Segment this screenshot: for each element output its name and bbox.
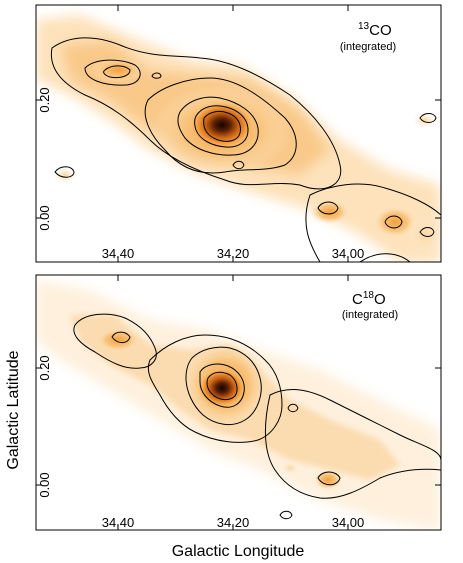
panel-c18o: 34.40 34.20 34.00 0.00 0.20 C18O (integr…	[35, 274, 442, 531]
contour-lower-right	[305, 183, 441, 262]
panel-13co-xtick-1: 34.20	[217, 246, 250, 261]
panel-13co-ticks	[36, 5, 441, 262]
panel-13co-title-isotope: 13	[358, 21, 370, 32]
emission-clump-core-2	[198, 368, 246, 408]
panel-c18o-xtick-0: 34.40	[102, 515, 135, 530]
panel-13co-xtick-2: 34.00	[332, 246, 365, 261]
panel-13co-subtitle: (integrated)	[340, 41, 396, 53]
panel-13co: 34.40 34.20 34.00 0.00 0.20 13CO (integr…	[35, 4, 442, 263]
panel-c18o-subtitle: (integrated)	[342, 309, 398, 321]
panel-13co-ytick-1: 0.20	[37, 87, 52, 112]
emission-clump-left	[92, 58, 144, 82]
emission-speck-3	[280, 461, 300, 475]
contour-small-d	[317, 201, 339, 215]
emission-clump-right1	[310, 200, 350, 224]
panel-c18o-title-suffix: O	[374, 291, 386, 308]
contour-core-3	[177, 96, 259, 156]
contour-small-c	[419, 113, 437, 123]
panel-c18o-ytick-1: 0.20	[37, 355, 52, 380]
contour-small-g	[232, 160, 245, 170]
contour-small-a	[54, 166, 75, 178]
panel-c18o-title-prefix: C	[352, 291, 363, 308]
emission-clump-right3	[405, 215, 441, 255]
contour2-main-4	[206, 371, 238, 401]
emission-speck-2	[413, 112, 437, 128]
panel-c18o-frame	[35, 274, 442, 531]
contours-c18o	[73, 313, 441, 520]
panel-c18o-title: C18O	[352, 290, 386, 308]
contour-small-b	[151, 72, 162, 79]
panel-c18o-image	[36, 280, 441, 530]
contour-core-5	[203, 110, 241, 142]
panel-13co-image	[36, 15, 441, 262]
contour2-small-a	[287, 403, 299, 413]
emission-speck-1	[53, 167, 77, 183]
contour2-small-b	[279, 510, 293, 520]
contour2-left-outer	[73, 313, 157, 369]
panel-c18o-ytick-0: 0.00	[37, 472, 52, 497]
contour-core-4	[194, 105, 249, 148]
contour-small-f	[419, 227, 435, 237]
contour-left-clump-outer	[84, 59, 141, 86]
contour-core-2	[144, 77, 297, 174]
panel-13co-title: 13CO	[358, 21, 392, 39]
panel-c18o-title-isotope: 18	[363, 290, 375, 301]
contour2-left-inner	[111, 331, 131, 344]
emission-clump-right-2	[314, 470, 342, 490]
contours-13co	[50, 37, 441, 262]
panel-c18o-xtick-2: 34.00	[332, 515, 365, 530]
contour-left-clump-inner	[103, 65, 131, 79]
panel-c18o-ticks	[36, 275, 441, 530]
contour-outer	[50, 37, 342, 190]
contour2-main-2	[185, 346, 262, 426]
contour2-main-outer	[147, 334, 283, 443]
panel-13co-xtick-0: 34.40	[102, 246, 135, 261]
y-axis-title: Galactic Latitude	[5, 350, 22, 469]
contour2-right-band	[265, 389, 441, 499]
contour-small-e	[384, 215, 403, 229]
panel-c18o-xtick-1: 34.20	[217, 515, 250, 530]
contour2-main-3	[199, 363, 245, 408]
x-axis-title: Galactic Longitude	[172, 543, 305, 560]
contour2-right-clump	[317, 471, 341, 486]
panel-13co-frame	[35, 4, 442, 263]
emission-clump-left-2	[96, 328, 140, 352]
panel-13co-title-molecule: CO	[369, 22, 392, 39]
panel-13co-ytick-0: 0.00	[37, 205, 52, 230]
